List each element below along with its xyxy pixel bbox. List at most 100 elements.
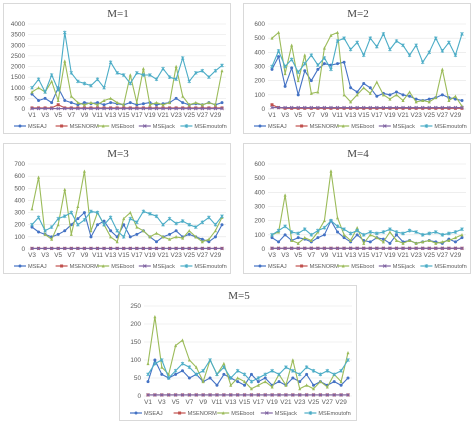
data-point-m1-msejack-28 [213, 106, 218, 111]
data-point-m3-mseaj-14 [122, 223, 126, 227]
data-point-m2-mseboot-0 [270, 36, 274, 40]
data-point-m1-msejack-2 [43, 106, 47, 111]
y-tick-label-m5-200: 200 [130, 321, 141, 328]
y-tick-label-m3-200: 200 [14, 222, 25, 229]
data-point-m2-msenorm-24 [427, 106, 431, 110]
data-point-m3-msemoutofn-11 [102, 222, 106, 227]
data-point-m1-mseboot-25 [194, 100, 198, 105]
legend-label-m3-mseboot: MSEboot [111, 264, 134, 270]
data-point-m2-mseaj-12 [349, 86, 353, 90]
series-line-m2-mseaj [271, 56, 463, 102]
data-point-m3-mseboot-7 [76, 204, 80, 208]
data-point-m1-msenorm-10 [96, 106, 100, 110]
y-tick-label-m5-0: 0 [137, 393, 141, 400]
data-point-m2-msemoutofn-1 [276, 49, 281, 53]
data-point-m2-msemoutofn-11 [342, 36, 346, 41]
data-point-m2-msenorm-16 [375, 106, 379, 110]
y-tick-label-m2-200: 200 [254, 78, 265, 85]
data-point-m1-mseaj-10 [96, 101, 100, 105]
data-point-m2-msejack-6 [309, 105, 314, 110]
data-point-m2-msejack-22 [414, 105, 418, 110]
data-point-m2-mseaj-19 [394, 90, 398, 94]
data-point-m5-msejack-10 [215, 393, 219, 397]
data-point-m3-msejack-14 [121, 246, 126, 251]
data-point-m3-msemoutofn-19 [154, 214, 159, 219]
data-point-m5-mseboot-26 [325, 385, 329, 389]
chart-panel-m2: M=2 0 100 200 300 400 500 600 V1 V3 V5 V7 V9 V11 V13 V1… [243, 3, 471, 134]
data-point-m4-mseboot-14 [362, 241, 366, 245]
data-point-m3-mseaj-15 [128, 235, 132, 239]
data-point-m1-msemoutofn-5 [62, 30, 67, 35]
data-point-m5-msemoutofn-7 [194, 372, 199, 377]
data-point-m1-msejack-26 [200, 106, 205, 111]
data-point-m5-msemoutofn-21 [291, 368, 295, 373]
data-point-m5-msejack-16 [256, 393, 261, 397]
y-tick-label-m2-400: 400 [254, 49, 265, 56]
data-point-m3-msejack-23 [180, 246, 185, 251]
data-point-m1-msejack-15 [128, 106, 133, 111]
data-point-m2-msemoutofn-25 [434, 36, 438, 41]
data-point-m4-mseboot-18 [388, 230, 392, 234]
legend-label-m4-msemoutofn: MSEmoutofn [434, 264, 466, 270]
x-tick-label-m4-10: V21 [397, 252, 409, 259]
data-point-m5-msejack-24 [311, 393, 316, 397]
data-point-m2-mseaj-29 [460, 99, 464, 102]
data-point-m1-mseaj-23 [181, 101, 185, 105]
x-tick-label-m2-6: V13 [345, 112, 357, 119]
x-tick-label-m5-1: V3 [158, 399, 166, 406]
data-point-m1-mseaj-1 [37, 99, 41, 102]
data-point-m5-msejack-9 [208, 393, 212, 397]
data-point-m1-msenorm-2 [43, 106, 47, 110]
x-tick-label-m1-14: V29 [210, 112, 222, 119]
data-point-m4-msemoutofn-11 [342, 227, 346, 232]
data-point-m2-mseaj-1 [277, 55, 281, 59]
data-point-m2-mseaj-10 [336, 62, 340, 66]
x-tick-label-m1-1: V3 [41, 112, 49, 119]
legend-marker-m3-msejack [142, 264, 147, 268]
data-point-m2-msenorm-15 [368, 106, 372, 110]
data-point-m4-msemoutofn-3 [289, 230, 294, 234]
x-tick-label-m3-3: V7 [67, 252, 75, 259]
data-point-m5-msemoutofn-14 [242, 372, 247, 377]
x-tick-label-m3-6: V13 [105, 252, 117, 259]
series-line-m1-mseboot [31, 60, 223, 106]
data-point-m4-mseaj-11 [342, 236, 346, 240]
data-point-m3-mseaj-12 [109, 229, 113, 233]
x-tick-label-m4-3: V7 [307, 252, 315, 259]
x-tick-label-m1-12: V25 [184, 112, 196, 119]
data-point-m4-msemoutofn-24 [427, 231, 432, 236]
data-point-m3-mseaj-26 [200, 237, 204, 241]
data-point-m5-mseboot-14 [243, 379, 247, 384]
data-point-m2-msenorm-17 [381, 106, 385, 110]
data-point-m4-mseboot-21 [408, 238, 412, 242]
data-point-m4-msejack-28 [453, 246, 458, 251]
data-point-m5-mseaj-16 [256, 380, 260, 384]
series-line-m4-msemoutofn [271, 220, 463, 236]
legend-marker-m2-msenorm [300, 124, 304, 128]
data-point-m1-msemoutofn-11 [102, 85, 106, 90]
legend-marker-m2-msemoutofn [424, 124, 429, 128]
data-point-m1-mseaj-22 [174, 96, 178, 100]
data-point-m4-mseaj-29 [460, 236, 464, 240]
data-point-m4-msemoutofn-16 [375, 231, 379, 236]
data-point-m1-msejack-9 [89, 106, 93, 111]
data-point-m5-mseboot-13 [236, 376, 240, 380]
data-point-m1-mseboot-14 [122, 102, 126, 107]
data-point-m2-mseboot-4 [296, 78, 300, 83]
x-tick-label-m5-13: V27 [322, 399, 334, 406]
x-tick-label-m5-2: V5 [172, 399, 180, 406]
data-point-m3-msemoutofn-1 [36, 215, 41, 220]
y-tick-label-m1-3000: 3000 [11, 42, 26, 49]
data-point-m3-msemoutofn-26 [200, 220, 205, 225]
x-tick-label-m4-13: V27 [437, 252, 449, 259]
data-point-m5-msemoutofn-4 [173, 368, 178, 373]
data-point-m2-msejack-3 [289, 105, 294, 110]
data-point-m4-mseboot-17 [381, 240, 385, 244]
data-point-m4-mseaj-10 [336, 230, 340, 234]
data-point-m5-mseaj-29 [346, 376, 350, 380]
y-tick-label-m3-600: 600 [14, 173, 25, 180]
data-point-m2-mseboot-26 [440, 67, 444, 71]
data-point-m5-msemoutofn-10 [215, 372, 219, 377]
data-point-m4-mseboot-20 [401, 241, 405, 245]
